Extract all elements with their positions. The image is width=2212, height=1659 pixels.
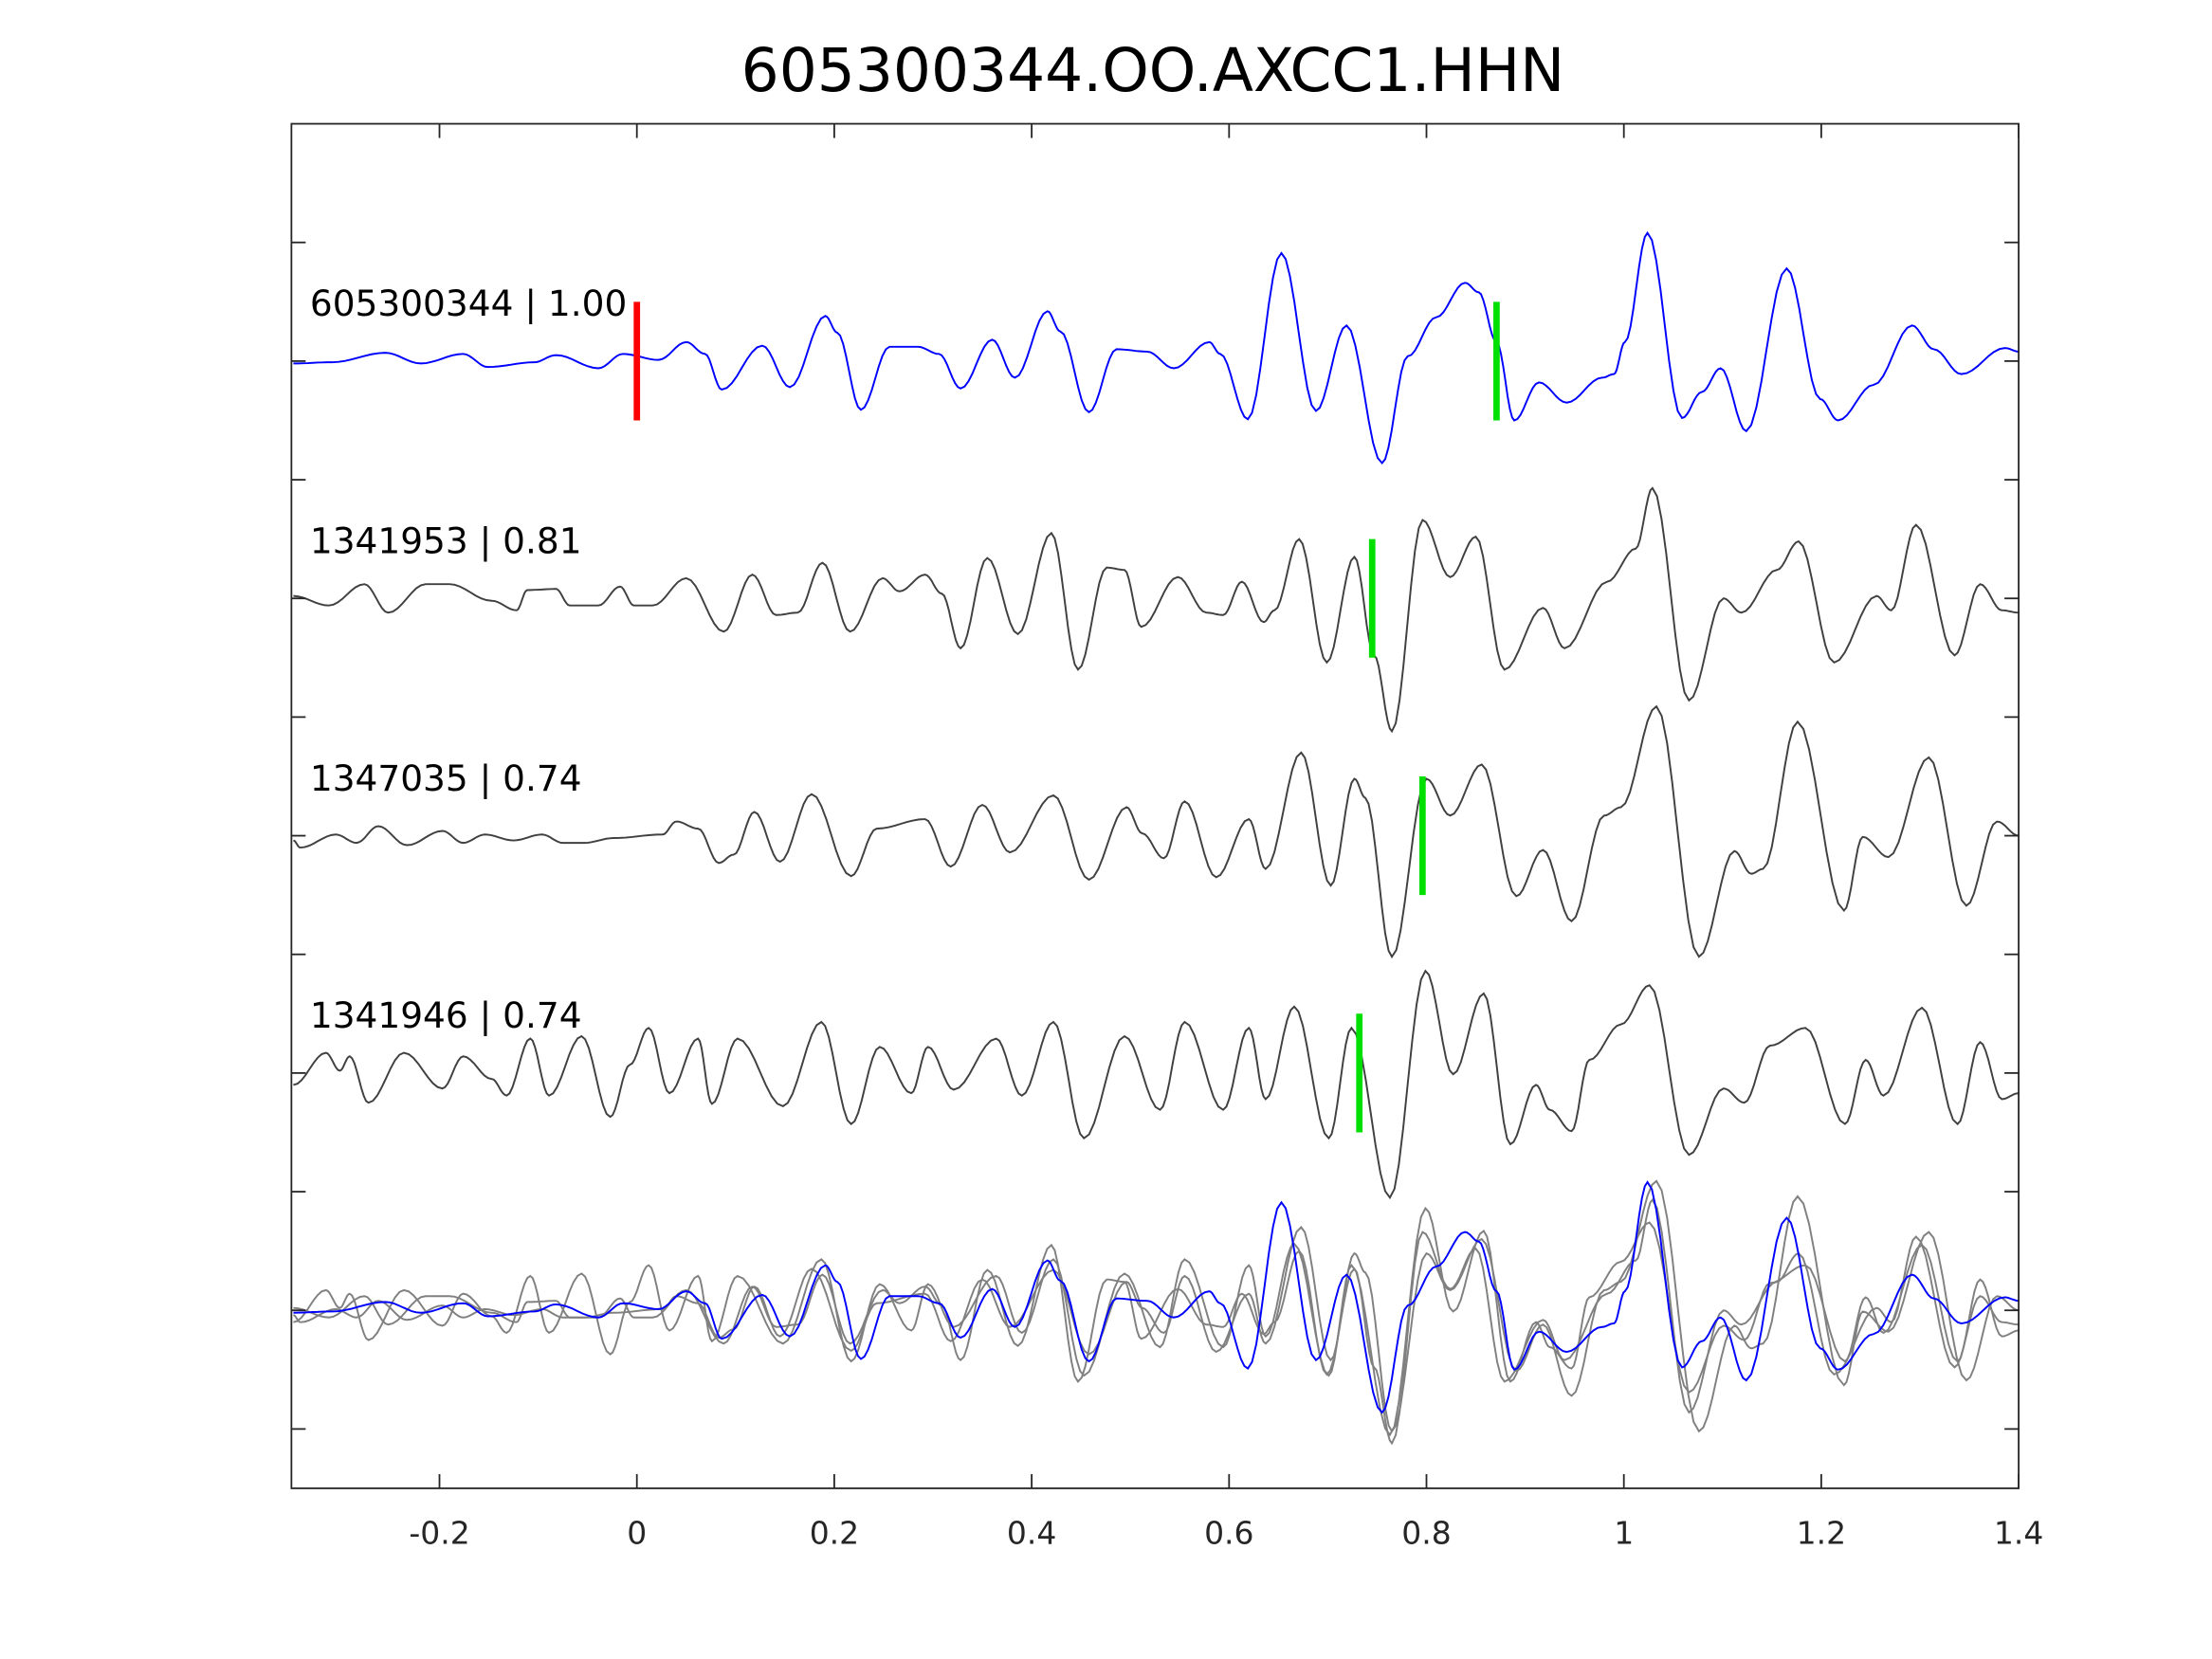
x-tick-label: -0.2 — [409, 1514, 469, 1551]
x-tick-label: 0.4 — [1007, 1514, 1056, 1551]
axis-ticks — [291, 123, 2020, 1488]
trace-labels: 605300344 | 1.00 1341953 | 0.81 1347035 … — [310, 283, 627, 1037]
trace-1347035 — [293, 704, 2020, 959]
x-tick-label: 0.6 — [1204, 1514, 1253, 1551]
trace-label: 605300344 | 1.00 — [310, 283, 627, 325]
x-tick-label: 1.2 — [1797, 1514, 1846, 1551]
x-tick-label: 0.8 — [1401, 1514, 1451, 1551]
chart-title: 605300344.OO.AXCC1.HHN — [741, 36, 1565, 105]
plot-frame — [290, 122, 2020, 1489]
trace-label: 1341953 | 0.81 — [310, 520, 582, 562]
overlay-trace-1341946 — [293, 1206, 2020, 1437]
x-tick-label: 1 — [1614, 1514, 1634, 1551]
traces — [293, 230, 2020, 1446]
trace-1341946 — [293, 969, 2020, 1200]
trace-label: 1347035 | 0.74 — [310, 757, 582, 800]
trace-1341953 — [293, 486, 2020, 734]
overlay-trace-605300344 — [293, 1180, 2020, 1414]
overlay-trace-1341953 — [293, 1198, 2020, 1446]
trace-605300344 — [293, 230, 2020, 465]
x-tick-label: 1.4 — [1994, 1514, 2043, 1551]
x-tick-labels: -0.2 0 0.2 0.4 0.6 0.8 1 1.2 1.4 — [409, 1514, 2043, 1551]
x-tick-label: 0.2 — [810, 1514, 859, 1551]
trace-label: 1341946 | 0.74 — [310, 994, 582, 1037]
x-tick-label: 0 — [627, 1514, 647, 1551]
